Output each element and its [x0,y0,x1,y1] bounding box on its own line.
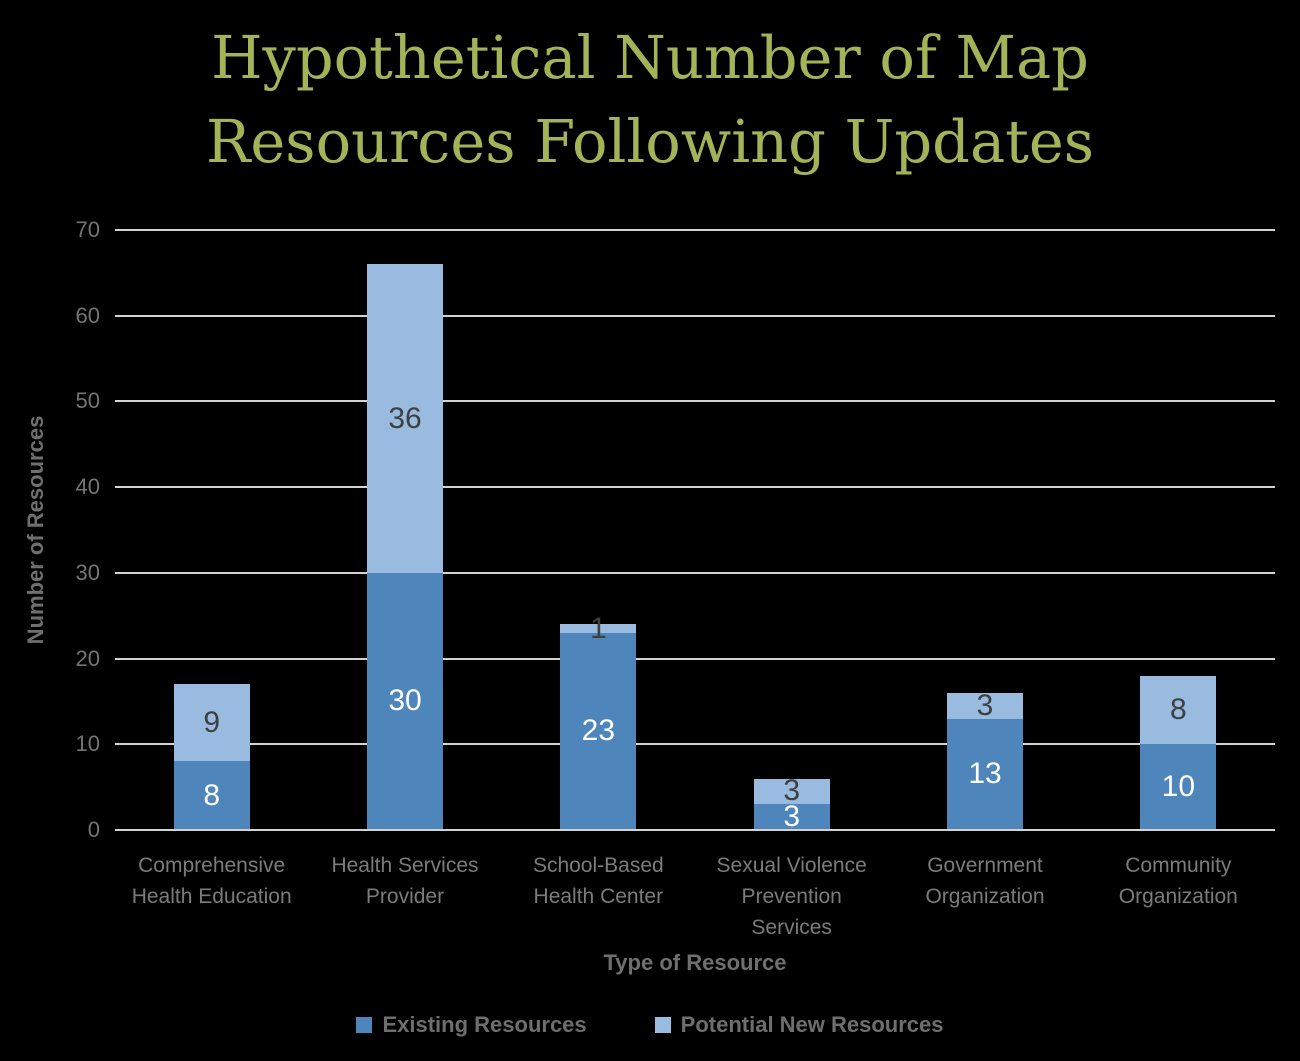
chart-legend: Existing Resources Potential New Resource… [0,1012,1300,1038]
bar-segment-potential-new-4: 3 [753,774,830,808]
bar-segment-potential-new-1: 9 [173,684,250,762]
bar-value-label: 10 [1161,770,1196,804]
gridline-y-50 [115,400,1275,403]
bar-value-label: 30 [388,684,422,718]
chart-title: Hypothetical Number of Map Resources Fol… [0,16,1300,184]
gridline-y-20 [115,657,1275,660]
bar-value-label: 9 [203,705,220,739]
y-tick-label-30: 30 [75,559,100,585]
bar-value-label: 8 [1169,692,1187,726]
legend-swatch-icon [356,1017,373,1033]
bar-value-label: 13 [968,757,1002,791]
y-axis-title: Number of Resources [23,415,48,645]
y-tick-label-10: 10 [75,731,100,757]
plot-area: 8 9 30 36 23 1 3 3 13 3 10 8 [115,229,1275,834]
bar-segment-potential-new-3: 1 [560,613,637,643]
legend-swatch-icon [654,1017,671,1033]
category-label-3: School-Based Health Center [532,854,664,908]
y-tick-label-0: 0 [87,817,100,842]
gridline-y-40 [115,486,1275,489]
bar-segment-potential-new-2: 36 [367,264,443,573]
y-tick-label-20: 20 [75,645,100,671]
legend-item-potential-new-resources: Potential New Resources [654,1012,944,1038]
bar-value-label: 1 [589,611,607,645]
category-label-2: Health Services Provider [331,854,479,908]
bar-segment-potential-new-5: 3 [947,688,1023,722]
gridline-y-30 [115,571,1275,574]
bar-segment-existing-4: 3 [753,800,830,834]
gridline-y-70 [115,229,1275,231]
bar-value-label: 3 [783,800,800,834]
legend-label: Existing Resources [382,1012,587,1037]
bar-segment-existing-6: 10 [1140,744,1217,830]
category-label-5: Government Organization [925,854,1045,908]
y-tick-label-60: 60 [75,302,100,328]
chart-title-line-2: Resources Following Updates [205,107,1095,176]
bar-value-label: 36 [388,401,422,435]
bar-segment-existing-2: 30 [367,572,443,830]
bar-segment-existing-5: 13 [947,718,1023,830]
category-label-4: Sexual Violence Prevention Services [716,854,867,939]
gridline-y-60 [115,314,1275,317]
bar-segment-existing-1: 8 [173,761,250,830]
bar-segment-potential-new-6: 8 [1140,675,1217,745]
y-tick-label-40: 40 [75,474,100,500]
gridline-y-10 [115,743,1275,746]
legend-item-existing-resources: Existing Resources [356,1012,587,1038]
category-label-6: Community Organization [1118,854,1238,908]
x-axis-line [115,829,1275,831]
legend-label: Potential New Resources [680,1012,944,1037]
y-tick-label-70: 70 [75,217,100,242]
y-tick-label-50: 50 [75,388,100,414]
bar-segment-existing-3: 23 [560,632,637,830]
chart-title-line-1: Hypothetical Number of Map [211,23,1089,92]
bar-value-label: 3 [783,774,800,808]
y-axis-tick-labels: 0 10 20 30 40 50 60 70 [0,217,100,842]
bar-value-label: 3 [976,688,994,722]
category-label-1: Comprehensive Health Education [131,854,292,908]
bar-value-label: 23 [581,714,616,748]
bar-value-label: 8 [203,778,220,812]
x-axis-title: Type of Resource [603,950,787,975]
